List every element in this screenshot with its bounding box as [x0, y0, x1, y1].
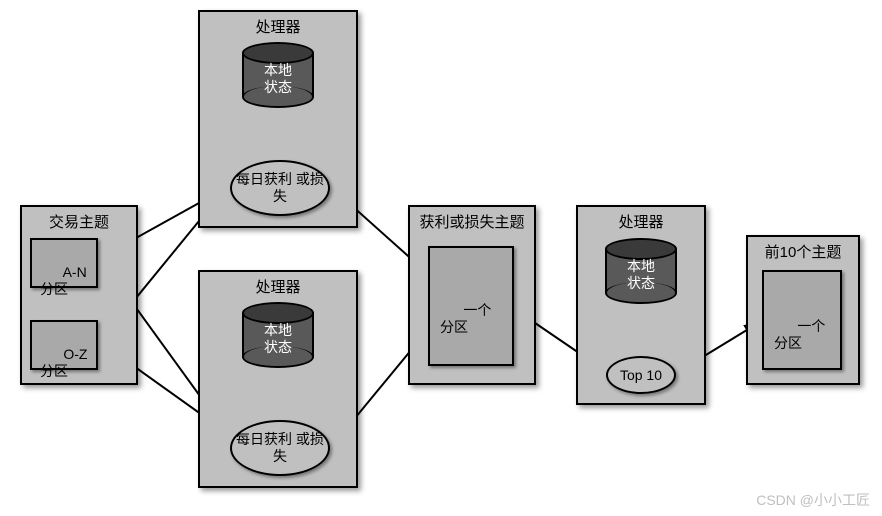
- top10-node: Top 10: [606, 356, 676, 394]
- partition-a-n-label: A-N分区: [40, 246, 87, 316]
- local-state-label-3: 本地 状态: [605, 258, 677, 292]
- local-state-cylinder-2: 本地 状态: [242, 302, 314, 368]
- panel-pnl-topic-title: 获利或损失主题: [410, 207, 534, 232]
- daily-pnl-node-2: 每日获利 或损失: [230, 420, 330, 476]
- partition-out-label: 一个分区: [774, 300, 825, 370]
- partition-o-z-label: O-Z分区: [40, 328, 87, 398]
- diagram-stage: 交易主题 A-N分区 O-Z分区 处理器 本地 状态 每日获利 或损失 处理器 …: [10, 10, 870, 490]
- watermark: CSDN @小小工匠: [756, 490, 870, 510]
- partition-mid: 一个分区: [428, 246, 514, 366]
- top10-label: Top 10: [620, 367, 662, 384]
- local-state-cylinder-1: 本地 状态: [242, 42, 314, 108]
- panel-source-title: 交易主题: [22, 207, 136, 232]
- daily-pnl-label-1: 每日获利 或损失: [232, 171, 328, 205]
- partition-a-n: A-N分区: [30, 238, 98, 288]
- partition-out: 一个分区: [762, 270, 842, 370]
- local-state-label-2: 本地 状态: [242, 322, 314, 356]
- partition-mid-label: 一个分区: [440, 284, 491, 354]
- panel-processor-top-title: 处理器: [200, 12, 356, 37]
- local-state-label-1: 本地 状态: [242, 62, 314, 96]
- local-state-cylinder-3: 本地 状态: [605, 238, 677, 304]
- partition-o-z: O-Z分区: [30, 320, 98, 370]
- daily-pnl-node-1: 每日获利 或损失: [230, 160, 330, 216]
- panel-processor-3-title: 处理器: [578, 207, 704, 232]
- panel-top10-topic-title: 前10个主题: [748, 237, 858, 262]
- daily-pnl-label-2: 每日获利 或损失: [232, 431, 328, 465]
- panel-processor-bottom-title: 处理器: [200, 272, 356, 297]
